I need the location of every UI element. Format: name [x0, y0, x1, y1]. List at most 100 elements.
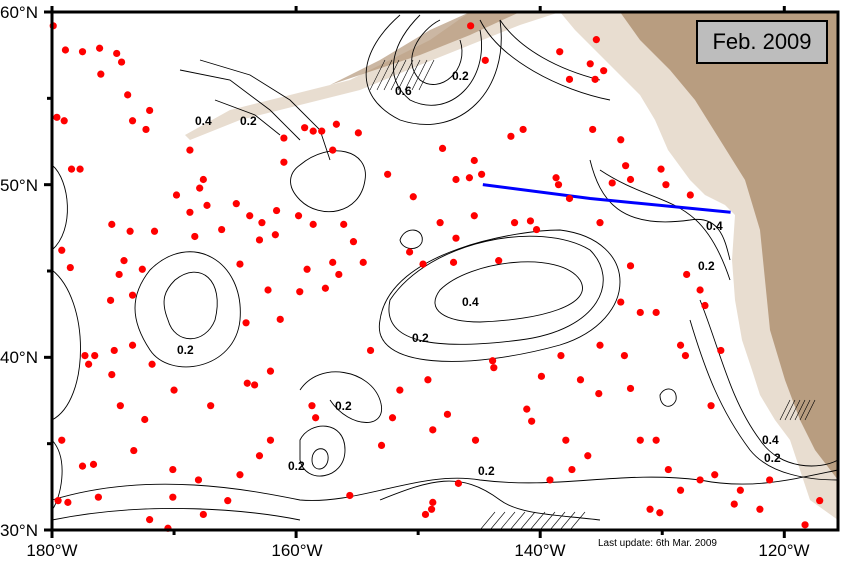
contour-hatch — [779, 399, 791, 421]
contour-line — [392, 14, 482, 106]
float-marker — [113, 49, 121, 58]
float-marker — [207, 402, 215, 410]
float-marker — [600, 67, 608, 75]
float-marker — [429, 498, 437, 506]
float-marker — [652, 436, 660, 444]
float-marker — [266, 367, 275, 375]
contour-hatch — [794, 399, 806, 421]
float-marker — [488, 357, 497, 365]
float-marker — [170, 386, 178, 394]
contour-line — [659, 388, 677, 407]
lat-tick-labels: 60°N 50°N 40°N 30°N — [0, 3, 38, 540]
contour-line — [589, 159, 731, 261]
float-marker — [717, 346, 725, 355]
contour-hatch — [509, 511, 526, 531]
contour-line — [290, 150, 366, 213]
float-marker — [194, 476, 203, 484]
lat-label: 30°N — [0, 521, 38, 540]
contour-hatch — [489, 511, 506, 531]
float-marker — [552, 174, 560, 182]
contour-hatch — [390, 59, 407, 91]
float-marker — [406, 248, 414, 256]
float-marker — [454, 479, 463, 487]
float-marker — [340, 220, 348, 228]
float-marker — [681, 352, 690, 360]
float-marker — [266, 436, 275, 444]
float-marker — [128, 291, 137, 299]
float-marker — [110, 346, 118, 355]
contour-line — [365, 14, 502, 125]
float-marker — [64, 498, 72, 506]
contour-hatch — [397, 59, 414, 91]
contour-hatch — [539, 511, 556, 531]
float-marker — [236, 471, 244, 479]
contour-label: 0.2 — [478, 464, 495, 478]
contour-hatch — [499, 511, 516, 531]
float-marker — [696, 476, 704, 484]
lon-label: 160°W — [271, 541, 322, 560]
alaska-highland — [330, 12, 520, 85]
float-marker — [656, 509, 664, 517]
contour-hatch — [569, 511, 586, 531]
float-marker — [224, 497, 232, 505]
lat-label: 40°N — [0, 348, 38, 367]
float-marker — [172, 191, 181, 199]
contour-label: 0.2 — [240, 114, 257, 128]
float-marker — [58, 436, 66, 444]
float-marker — [255, 452, 264, 460]
float-marker — [596, 341, 604, 349]
float-marker — [309, 220, 317, 228]
float-marker — [329, 258, 337, 266]
float-marker — [116, 402, 124, 410]
contour-label: 0.6 — [395, 84, 412, 98]
contour-line — [378, 229, 621, 362]
float-marker — [76, 165, 84, 173]
float-marker — [409, 193, 417, 201]
float-marker — [280, 158, 288, 166]
contour-line — [499, 19, 601, 81]
float-marker — [186, 146, 194, 154]
float-marker — [452, 234, 460, 242]
contour-hatch — [519, 511, 536, 531]
float-marker — [528, 417, 536, 425]
contour-lines — [51, 14, 839, 531]
float-marker — [736, 486, 744, 494]
contour-line — [199, 59, 331, 161]
contour-line — [51, 508, 301, 521]
float-marker — [138, 265, 146, 273]
float-marker — [683, 270, 691, 279]
float-marker — [565, 75, 574, 83]
float-marker — [465, 174, 474, 182]
float-marker — [730, 500, 738, 508]
land-masses — [185, 12, 838, 520]
float-marker — [117, 58, 126, 66]
float-marker — [592, 36, 600, 44]
float-marker — [126, 227, 134, 235]
float-marker — [258, 219, 266, 227]
lat-label: 50°N — [0, 176, 38, 195]
float-marker — [756, 505, 764, 513]
contour-hatch — [383, 59, 400, 91]
contour-line — [689, 319, 839, 481]
contour-label: 0.2 — [335, 399, 352, 413]
contour-line — [434, 261, 583, 323]
float-marker — [141, 415, 149, 424]
float-marker — [346, 491, 354, 500]
float-marker — [565, 194, 574, 203]
float-marker — [150, 227, 159, 235]
float-marker — [354, 129, 362, 137]
contour-line — [51, 269, 81, 421]
float-marker — [335, 270, 343, 279]
contour-label: 0.2 — [698, 259, 715, 273]
contour-label: 0.2 — [412, 331, 429, 345]
float-marker — [596, 219, 604, 227]
float-marker — [636, 308, 644, 317]
float-marker — [294, 212, 303, 220]
float-marker — [557, 352, 565, 360]
float-marker — [429, 426, 437, 434]
float-marker — [236, 260, 244, 268]
contour-line — [163, 271, 218, 340]
contour-line — [411, 19, 463, 85]
contour-hatch — [529, 511, 546, 531]
contour-labels: 0.4 0.2 0.6 0.2 0.4 0.2 0.2 0.2 0.2 0.2 … — [177, 69, 781, 478]
